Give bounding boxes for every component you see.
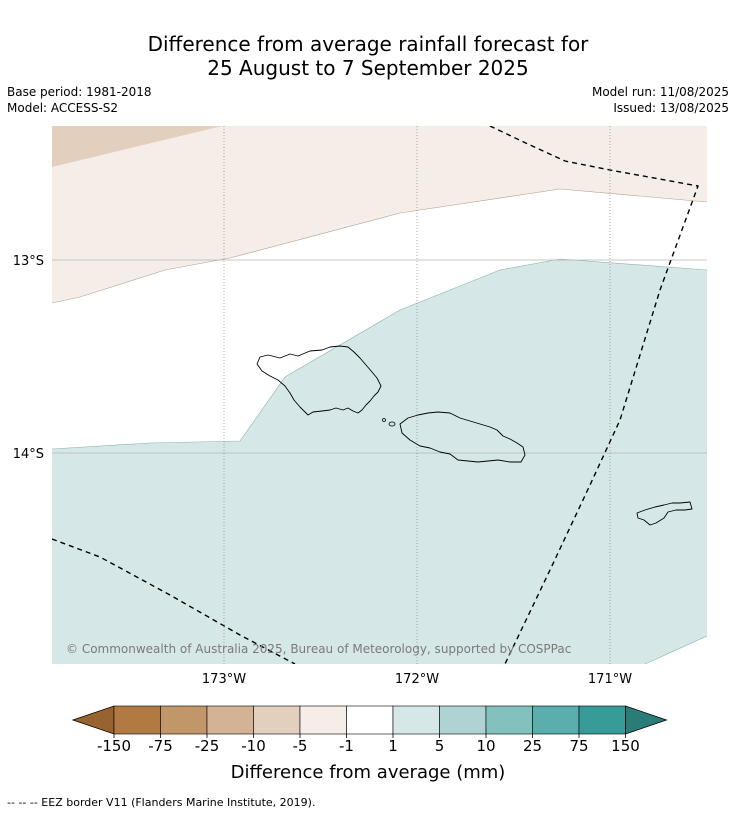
anomaly-region-above-1-5 xyxy=(52,259,707,664)
lon-label-172w: 172°W xyxy=(395,672,439,687)
colorbar-bin xyxy=(206,705,254,735)
eez-border-legend: -- -- -- EEZ border V11 (Flanders Marine… xyxy=(7,796,316,809)
eez-border-southwest xyxy=(52,538,296,664)
model-run-text: Model run: 11/08/2025 xyxy=(591,85,729,99)
forecast-map: © Commonwealth of Australia 2025, Bureau… xyxy=(13,126,707,783)
colorbar-bin xyxy=(253,705,301,735)
colorbar-tick-label: -5 xyxy=(293,737,308,755)
colorbar: -150 -75 -25 -10 -5 -1 1 5 10 25 75 150 xyxy=(71,705,668,755)
colorbar-tick-label: 75 xyxy=(569,737,588,755)
map-title-line-2: 25 August to 7 September 2025 xyxy=(207,56,529,80)
apolima-islet-coastline xyxy=(382,418,386,422)
colorbar-tick-label: 5 xyxy=(435,737,445,755)
colorbar-bin xyxy=(532,705,580,735)
model-name-text: Model: ACCESS-S2 xyxy=(7,101,119,115)
colorbar-tick-label: -1 xyxy=(339,737,354,755)
colorbar-bin xyxy=(299,705,347,735)
savaii-island-coastline xyxy=(256,345,382,416)
upolu-island-coastline xyxy=(399,411,526,463)
copyright-notice: © Commonwealth of Australia 2025, Bureau… xyxy=(66,642,571,656)
colorbar-tick-label: -75 xyxy=(148,737,173,755)
colorbar-bin xyxy=(392,705,440,735)
tutuila-island-coastline xyxy=(636,501,693,526)
colorbar-tick-label: 25 xyxy=(523,737,542,755)
anomaly-region-below-5-10 xyxy=(52,126,707,303)
lon-label-171w: 171°W xyxy=(588,672,632,687)
colorbar-bin xyxy=(160,705,208,735)
manono-islet-coastline xyxy=(388,421,396,427)
colorbar-tick-label: 10 xyxy=(476,737,495,755)
map-plot-area xyxy=(52,126,707,664)
lon-label-173w: 173°W xyxy=(202,672,246,687)
colorbar-tick-label: -150 xyxy=(97,737,131,755)
colorbar-tick-label: 150 xyxy=(611,737,640,755)
colorbar-extend-low-triangle xyxy=(71,705,115,735)
anomaly-region-below-10-25 xyxy=(52,126,222,167)
colorbar-tick-label: 1 xyxy=(388,737,398,755)
colorbar-bin xyxy=(113,705,161,735)
colorbar-bin xyxy=(439,705,487,735)
colorbar-extend-high-triangle xyxy=(625,705,668,735)
colorbar-tick-label: -10 xyxy=(241,737,266,755)
colorbar-bin xyxy=(485,705,533,735)
base-period-text: Base period: 1981-2018 xyxy=(7,85,152,99)
map-title-line-1: Difference from average rainfall forecas… xyxy=(147,32,589,56)
eez-border-north xyxy=(489,126,699,664)
colorbar-tick-label: -25 xyxy=(195,737,220,755)
colorbar-bin xyxy=(346,705,394,735)
issued-date-text: Issued: 13/08/2025 xyxy=(613,101,729,115)
lat-label-13s: 13°S xyxy=(13,254,44,269)
colorbar-title: Difference from average (mm) xyxy=(231,762,506,783)
colorbar-bin xyxy=(578,705,626,735)
lat-label-14s: 14°S xyxy=(13,447,44,462)
